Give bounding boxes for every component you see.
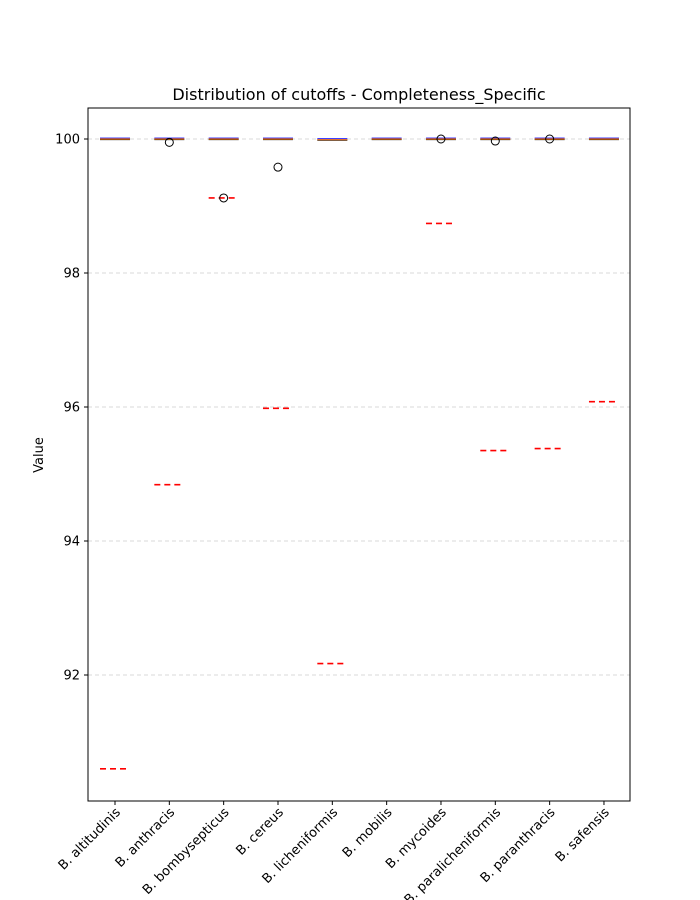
outliers [164, 134, 555, 203]
y-tick-label: 98 [63, 267, 80, 282]
plot-area-frame [87, 107, 631, 802]
chart-title: Distribution of cutoffs - Completeness_S… [172, 85, 545, 105]
y-axis-ticks: 92 94 96 98 100 [55, 133, 88, 684]
outlier-point [219, 193, 229, 203]
y-tick-label: 92 [63, 669, 80, 684]
y-tick-label: 94 [63, 535, 80, 550]
outlier-point [490, 136, 500, 146]
outlier-point [545, 134, 555, 144]
cutoff-lines [100, 197, 619, 770]
outlier-point [273, 162, 283, 172]
outlier-point [164, 137, 174, 147]
box-plots [100, 137, 619, 141]
y-axis-label: Value [32, 437, 47, 473]
outlier-point [436, 134, 446, 144]
y-tick-label: 100 [55, 133, 80, 148]
y-tick-label: 96 [63, 401, 80, 416]
